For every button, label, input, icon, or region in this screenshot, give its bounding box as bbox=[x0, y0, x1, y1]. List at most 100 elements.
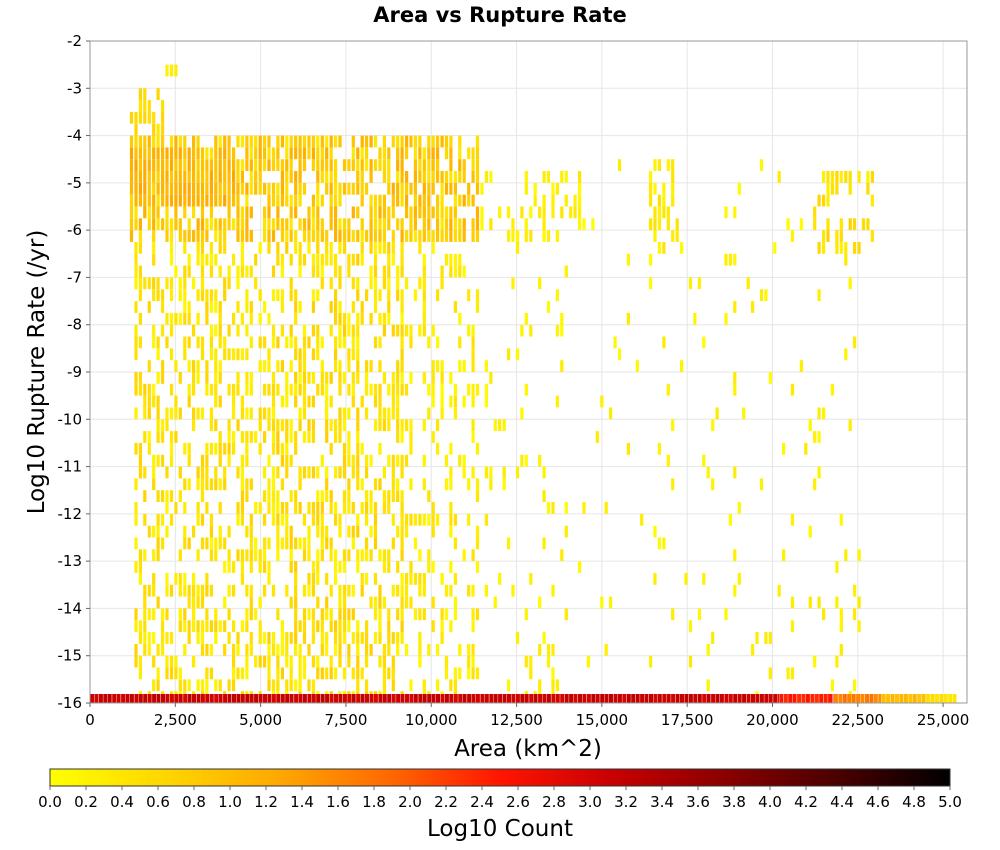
heatmap-cell bbox=[214, 383, 218, 396]
heatmap-cell-floor bbox=[675, 694, 680, 703]
heatmap-cell bbox=[196, 513, 200, 526]
heatmap-cell bbox=[551, 643, 555, 656]
heatmap-cell bbox=[409, 324, 413, 337]
heatmap-cell bbox=[302, 230, 307, 242]
heatmap-cell bbox=[152, 324, 156, 337]
heatmap-cell bbox=[427, 549, 431, 562]
heatmap-cell bbox=[129, 206, 134, 219]
heatmap-cell-floor bbox=[307, 694, 312, 703]
heatmap-cell bbox=[209, 194, 213, 207]
heatmap-cell bbox=[209, 407, 213, 420]
heatmap-cell bbox=[382, 171, 386, 183]
heatmap-cell bbox=[271, 513, 276, 526]
heatmap-cell bbox=[285, 218, 289, 231]
heatmap-cell bbox=[657, 206, 661, 219]
heatmap-cell bbox=[276, 667, 280, 680]
heatmap-cell bbox=[196, 171, 200, 183]
heatmap-cell bbox=[263, 182, 267, 195]
heatmap-cell bbox=[311, 135, 315, 148]
heatmap-cell bbox=[192, 159, 196, 171]
heatmap-cell bbox=[183, 230, 187, 242]
heatmap-cell bbox=[205, 372, 209, 384]
heatmap-cell bbox=[427, 182, 431, 195]
heatmap-cell bbox=[161, 159, 165, 171]
heatmap-cell bbox=[325, 466, 329, 479]
heatmap-cell bbox=[830, 182, 834, 195]
heatmap-cell bbox=[870, 194, 874, 207]
heatmap-cell bbox=[245, 608, 249, 621]
heatmap-cell bbox=[214, 537, 218, 550]
heatmap-cell bbox=[422, 147, 426, 160]
heatmap-cell bbox=[475, 667, 480, 680]
colorbar-tick-label: 2.8 bbox=[542, 793, 566, 811]
heatmap-cell bbox=[347, 324, 351, 337]
heatmap-cell bbox=[422, 608, 426, 621]
heatmap-cell bbox=[351, 277, 355, 290]
heatmap-cell bbox=[449, 620, 453, 633]
heatmap-cell bbox=[844, 242, 848, 254]
heatmap-cell bbox=[200, 537, 205, 550]
heatmap-cell bbox=[436, 171, 440, 183]
heatmap-cell bbox=[285, 431, 289, 443]
heatmap-cell bbox=[378, 442, 382, 455]
heatmap-cell bbox=[320, 632, 324, 644]
heatmap-cell bbox=[724, 253, 728, 266]
heatmap-cell bbox=[546, 171, 551, 183]
heatmap-cell bbox=[200, 620, 205, 633]
heatmap-cell bbox=[218, 324, 222, 337]
heatmap-cell-floor bbox=[573, 694, 578, 703]
heatmap-cell bbox=[298, 194, 302, 207]
heatmap-cell-floor bbox=[777, 694, 779, 703]
heatmap-cell bbox=[320, 537, 324, 550]
heatmap-cell-floor bbox=[832, 694, 834, 703]
heatmap-cell bbox=[373, 383, 378, 396]
heatmap-cell bbox=[422, 372, 426, 384]
heatmap-cell bbox=[143, 584, 147, 597]
heatmap-cell bbox=[338, 383, 342, 396]
heatmap-cell bbox=[356, 478, 360, 491]
heatmap-cell bbox=[302, 383, 307, 396]
heatmap-cell bbox=[573, 206, 577, 219]
heatmap-cell bbox=[826, 171, 830, 183]
heatmap-cell bbox=[325, 490, 329, 502]
heatmap-cell bbox=[475, 442, 480, 455]
heatmap-cell bbox=[471, 667, 475, 680]
heatmap-cell bbox=[320, 383, 324, 396]
heatmap-cell bbox=[311, 502, 315, 514]
heatmap-cell bbox=[400, 383, 404, 396]
heatmap-cell bbox=[351, 454, 355, 467]
heatmap-cell-floor bbox=[356, 694, 361, 703]
heatmap-cell bbox=[258, 596, 262, 609]
heatmap-cell bbox=[338, 620, 342, 633]
heatmap-cell bbox=[649, 182, 653, 195]
heatmap-cell-floor bbox=[934, 694, 939, 703]
heatmap-cell-floor bbox=[917, 694, 922, 703]
heatmap-cell bbox=[302, 549, 307, 562]
heatmap-cell bbox=[165, 171, 169, 183]
heatmap-cell bbox=[458, 218, 462, 231]
x-tick-label: 7,500 bbox=[324, 711, 367, 729]
heatmap-cell bbox=[378, 336, 382, 349]
heatmap-cell bbox=[391, 478, 395, 491]
heatmap-cell-floor bbox=[347, 694, 352, 703]
heatmap-cell-floor bbox=[921, 694, 926, 703]
heatmap-cell bbox=[391, 537, 395, 550]
heatmap-cell bbox=[396, 395, 400, 408]
heatmap-cell bbox=[400, 242, 404, 254]
heatmap-cell bbox=[360, 502, 364, 514]
heatmap-cell bbox=[143, 182, 147, 195]
heatmap-cell bbox=[378, 159, 382, 171]
heatmap-cell bbox=[276, 655, 280, 668]
x-tick-label: 12,500 bbox=[490, 711, 543, 729]
heatmap-cell bbox=[338, 466, 342, 479]
heatmap-cell bbox=[174, 64, 178, 77]
heatmap-cell bbox=[183, 643, 187, 656]
heatmap-cell-floor bbox=[90, 694, 94, 703]
heatmap-cell bbox=[325, 135, 329, 148]
heatmap-cell-floor bbox=[649, 694, 653, 703]
heatmap-cell bbox=[245, 218, 249, 231]
heatmap-cell bbox=[307, 643, 311, 656]
heatmap-cell bbox=[152, 111, 156, 124]
heatmap-cell bbox=[316, 289, 320, 302]
x-tick-label: 20,000 bbox=[746, 711, 799, 729]
